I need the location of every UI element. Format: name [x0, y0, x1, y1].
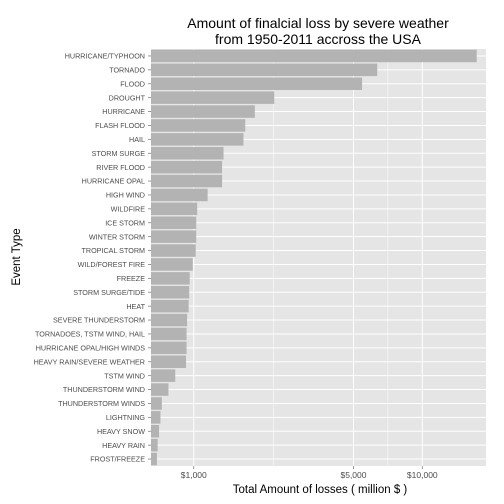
x-axis-title: Total Amount of losses ( million $ )	[233, 484, 408, 496]
x-tick-label: $10,000	[407, 470, 438, 480]
category-label: HEAVY RAIN	[102, 441, 145, 450]
bar	[151, 258, 193, 271]
bar	[151, 397, 162, 410]
category-labels: HURRICANE/TYPHOON TORNADO FLOOD DROUGHT HURR…	[34, 52, 151, 464]
category-label: TROPICAL STORM	[82, 246, 146, 255]
bars	[151, 49, 477, 466]
category-label: HURRICANE OPAL/HIGH WINDS	[36, 343, 145, 352]
bar	[151, 285, 190, 299]
category-label: HAIL	[129, 135, 145, 144]
bar	[151, 188, 208, 202]
bar	[151, 438, 158, 452]
bar	[151, 49, 477, 63]
category-label: TSTM WIND	[104, 371, 145, 380]
category-label: FLOOD	[120, 79, 145, 88]
bar	[151, 383, 169, 396]
category-label: THUNDERSTORM WINDS	[58, 399, 145, 408]
category-label: ICE STORM	[105, 218, 145, 227]
category-label: TORNADO	[109, 65, 145, 74]
category-label: HEAT	[126, 302, 145, 311]
category-label: HURRICANE/TYPHOON	[65, 52, 145, 61]
bar	[151, 91, 275, 104]
bar	[151, 244, 196, 257]
bar	[151, 452, 157, 466]
category-label: HEAVY RAIN/SEVERE WEATHER	[34, 357, 145, 366]
plot-panel	[151, 49, 486, 466]
bar	[151, 174, 223, 188]
bar	[151, 77, 363, 91]
bar	[151, 160, 223, 174]
x-tick-label: $5,000	[340, 470, 366, 480]
category-label: SEVERE THUNDERSTORM	[53, 316, 145, 325]
x-axis-ticks: $1,000 $5,000 $10,000	[181, 466, 438, 480]
bar	[151, 146, 224, 160]
category-label: WILD/FOREST FIRE	[78, 260, 146, 269]
bar	[151, 355, 187, 369]
category-label: FREEZE	[117, 274, 146, 283]
category-label: FLASH FLOOD	[95, 121, 145, 130]
y-axis-title: Event Type	[11, 228, 23, 285]
bar	[151, 216, 197, 230]
bar	[151, 313, 188, 327]
bar	[151, 299, 189, 313]
bar	[151, 369, 176, 382]
category-label: HEAVY SNOW	[97, 427, 145, 436]
bar	[151, 119, 246, 132]
bar	[151, 133, 244, 146]
bar	[151, 230, 197, 243]
bar	[151, 411, 161, 424]
bar	[151, 327, 187, 341]
category-label: STORM SURGE/TIDE	[73, 288, 145, 297]
category-label: HURRICANE OPAL	[82, 177, 145, 186]
chart-title-line-2: from 1950-2011 accross the USA	[215, 31, 422, 47]
bar	[151, 63, 378, 77]
category-label: DROUGHT	[109, 93, 146, 102]
category-label: WINTER STORM	[89, 232, 145, 241]
category-label: THUNDERSTORM WIND	[63, 385, 145, 394]
bar	[151, 202, 198, 216]
category-label: RIVER FLOOD	[96, 163, 145, 172]
bar	[151, 341, 187, 355]
category-label: FROST/FREEZE	[90, 455, 145, 464]
category-label: HURRICANE	[102, 107, 145, 116]
bar	[151, 105, 255, 118]
bar	[151, 272, 190, 285]
category-label: LIGHTNING	[106, 413, 146, 422]
category-label: HIGH WIND	[106, 191, 145, 200]
x-tick-label: $1,000	[181, 470, 207, 480]
chart-title-line-1: Amount of finalcial loss by severe weath…	[187, 15, 449, 31]
bar	[151, 424, 160, 438]
category-label: TORNADOES, TSTM WIND, HAIL	[35, 330, 145, 339]
category-label: WILDFIRE	[111, 204, 146, 213]
category-label: STORM SURGE	[92, 149, 146, 158]
